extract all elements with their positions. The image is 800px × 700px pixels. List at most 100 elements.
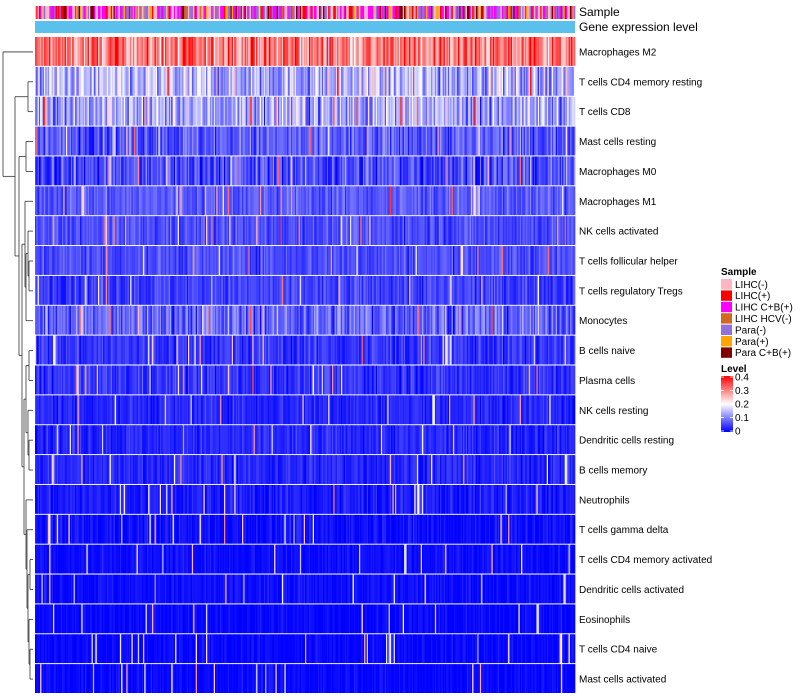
heatmap-cell	[146, 216, 149, 246]
heatmap-cell	[350, 305, 352, 335]
heatmap-cell	[242, 37, 244, 66]
heatmap-cell	[483, 66, 486, 96]
heatmap-cell	[315, 275, 317, 305]
heatmap-cell	[472, 37, 474, 66]
heatmap-cell	[510, 96, 513, 126]
heatmap-cell	[383, 37, 386, 66]
heatmap-cell	[459, 66, 461, 96]
heatmap-cell	[270, 126, 272, 156]
heatmap-cell	[239, 275, 242, 305]
heatmap-cell	[359, 156, 361, 186]
heatmap-cell	[62, 246, 64, 275]
heatmap-cell	[476, 246, 478, 275]
heatmap-cell	[432, 275, 434, 305]
heatmap-cell	[203, 246, 206, 275]
heatmap-cell	[262, 246, 265, 275]
heatmap-cell	[54, 66, 56, 96]
heatmap-cell	[191, 305, 194, 335]
heatmap-cell	[221, 126, 224, 156]
heatmap-cell	[118, 96, 121, 126]
heatmap-cell	[92, 37, 95, 66]
heatmap-cell	[161, 246, 163, 275]
heatmap-cell	[96, 305, 99, 335]
heatmap-cell	[326, 126, 329, 156]
sample-annotation-cell	[244, 6, 247, 19]
heatmap-cell	[537, 305, 540, 335]
heatmap-cell	[82, 275, 85, 305]
heatmap-cell	[434, 156, 437, 186]
heatmap-cell	[481, 66, 483, 96]
heatmap-cell	[140, 216, 143, 246]
sample-annotation-cell	[77, 6, 80, 19]
heatmap-cell	[474, 96, 477, 126]
heatmap-cell	[118, 305, 121, 335]
heatmap-cell	[546, 126, 549, 156]
heatmap-cell	[567, 216, 569, 246]
sample-annotation-cell	[303, 6, 306, 19]
heatmap-cell	[212, 156, 215, 186]
heatmap-cell	[249, 126, 252, 156]
heatmap-cell	[235, 246, 238, 275]
heatmap-cell	[334, 305, 337, 335]
heatmap-cell	[305, 126, 307, 156]
heatmap-cell	[207, 305, 209, 335]
heatmap-cell	[438, 305, 441, 335]
heatmap-cell	[341, 246, 343, 275]
heatmap-cell	[519, 126, 522, 156]
heatmap-cell	[40, 216, 42, 246]
heatmap-cell	[293, 96, 296, 126]
heatmap-cell	[262, 156, 265, 186]
heatmap-cell	[450, 37, 452, 66]
heatmap-cell	[72, 126, 74, 156]
heatmap-cell	[360, 275, 362, 305]
heatmap-cell	[452, 37, 455, 66]
heatmap-cell	[253, 186, 256, 216]
heatmap-cell	[323, 246, 325, 275]
heatmap-cell	[548, 216, 550, 246]
heatmap-cell	[346, 335, 348, 365]
heatmap-cell	[409, 66, 411, 96]
heatmap-cell	[126, 275, 128, 305]
heatmap-cell	[154, 216, 157, 246]
heatmap-cell	[420, 126, 423, 156]
sample-annotation-cell	[486, 6, 488, 19]
heatmap-cell	[476, 66, 478, 96]
heatmap-cell	[433, 156, 436, 186]
heatmap-cell	[541, 156, 544, 186]
heatmap-cell	[150, 275, 153, 305]
heatmap-cell	[216, 66, 218, 96]
heatmap-cell	[171, 275, 173, 305]
heatmap-cell	[55, 126, 58, 156]
heatmap-cell	[440, 37, 442, 66]
heatmap-cell	[294, 126, 297, 156]
heatmap-cell	[540, 96, 542, 126]
heatmap-cell	[38, 246, 41, 275]
heatmap-body	[35, 37, 576, 693]
heatmap-cell	[509, 156, 512, 186]
heatmap-cell	[302, 335, 305, 365]
heatmap-cell	[451, 37, 454, 66]
heatmap-cell	[162, 305, 164, 335]
heatmap-cell	[221, 275, 224, 305]
heatmap-cell	[483, 156, 486, 186]
heatmap-cell	[266, 216, 269, 246]
heatmap-cell	[288, 66, 290, 96]
sample-annotation-cell	[63, 6, 65, 19]
heatmap-cell	[400, 37, 402, 66]
heatmap-cell	[406, 186, 409, 216]
heatmap-cell	[324, 246, 326, 275]
heatmap-cell	[420, 186, 423, 216]
heatmap-cell	[456, 216, 459, 246]
heatmap-cell	[185, 275, 188, 305]
heatmap-cell	[428, 66, 431, 96]
heatmap-cell	[488, 246, 491, 275]
heatmap-cell	[143, 126, 145, 156]
heatmap-cell	[126, 37, 128, 66]
heatmap-cell	[297, 275, 299, 305]
heatmap-cell	[213, 126, 216, 156]
heatmap-cell	[181, 66, 184, 96]
heatmap-cell	[242, 335, 244, 365]
heatmap-cell	[215, 37, 217, 66]
heatmap-cell	[311, 126, 314, 156]
sample-annotation-cell	[125, 6, 127, 19]
